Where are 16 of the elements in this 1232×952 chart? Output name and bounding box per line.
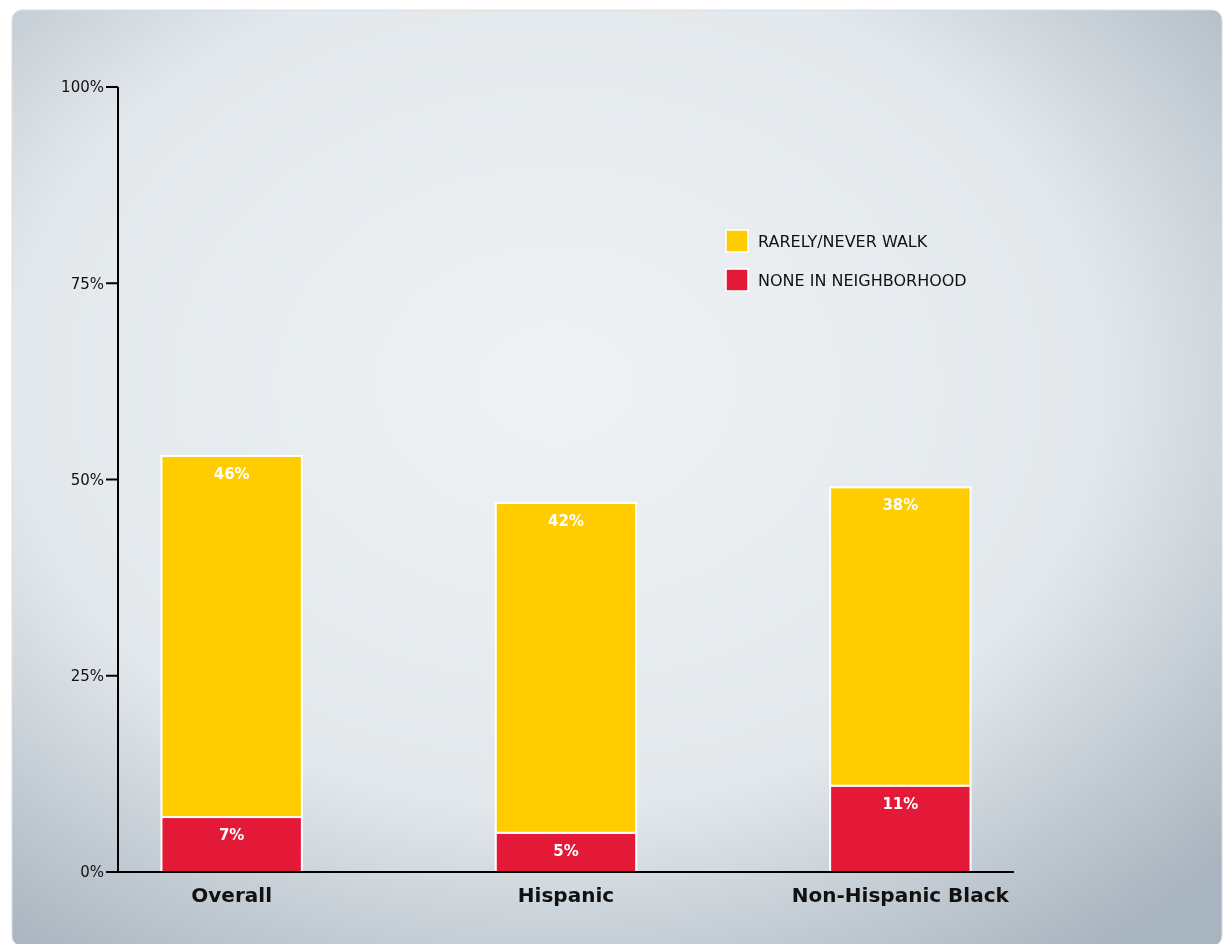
x-tick-label: Hispanic [517,883,615,907]
legend-label: RARELY/NEVER WALK [758,231,928,251]
x-tick-label: Overall [191,883,273,907]
data-label: 46% [213,464,250,483]
data-label: 5% [553,841,579,860]
y-tick-label: 25% [70,667,104,685]
y-tick-label: 100% [61,78,104,97]
x-tick-label: Non-Hispanic Black [791,883,1010,907]
data-label: 38% [882,496,919,515]
data-label: 42% [548,512,584,531]
y-tick-label: 75% [70,274,104,293]
y-tick-label: 0% [80,863,104,882]
legend-label: NONE IN NEIGHBORHOOD [758,270,967,290]
y-tick-label: 50% [70,470,104,489]
data-label: 11% [882,794,919,813]
data-label: 7% [218,826,245,845]
